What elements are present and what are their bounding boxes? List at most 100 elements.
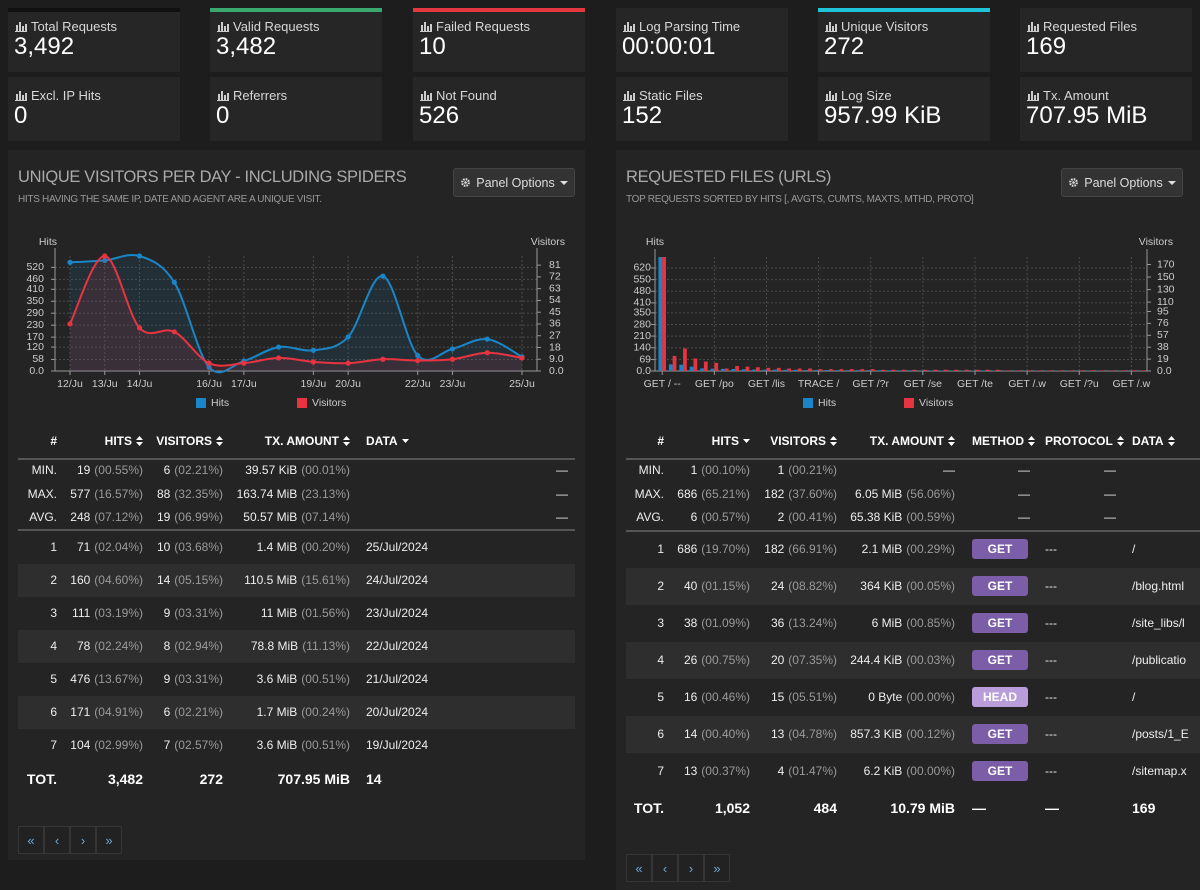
cell-value: 9 xyxy=(163,606,171,620)
pager-button[interactable]: « xyxy=(626,854,652,882)
cell-percent: (00.59%) xyxy=(906,510,955,524)
cell-value: 26 xyxy=(683,653,698,667)
card-accent xyxy=(413,8,585,12)
method-badge: GET xyxy=(972,724,1028,744)
cell-percent: (03.31%) xyxy=(174,606,223,620)
table-cell: /site_libs/l xyxy=(1132,613,1185,633)
cell-text: / xyxy=(1132,542,1136,556)
cell-text: 5 xyxy=(50,672,57,686)
panel-title: REQUESTED FILES (URLS) xyxy=(626,168,832,186)
table-cell: 5 xyxy=(657,687,664,707)
panel-options-button[interactable]: Panel Options xyxy=(1061,168,1183,197)
stat-card: Total Requests 3,492 xyxy=(8,8,180,72)
cell-text: --- xyxy=(1045,653,1057,667)
cell-text: /blog.html xyxy=(1132,579,1185,593)
table-cell: # xyxy=(657,431,664,451)
cell-percent: (03.19%) xyxy=(94,606,143,620)
table-cell: 1.7 MiB (00.24%) xyxy=(257,702,350,722)
cell-percent: (07.14%) xyxy=(301,510,350,524)
table-cell: 3 xyxy=(657,613,664,633)
cell-text: MIN. xyxy=(638,463,664,477)
cell-percent: (00.12%) xyxy=(906,727,955,741)
cell-text: 1,052 xyxy=(714,800,750,816)
cell-value: 6.2 KiB xyxy=(863,764,903,778)
cell-text: — xyxy=(1018,510,1030,524)
card-icon xyxy=(623,91,635,101)
pager-button[interactable]: › xyxy=(70,826,96,854)
sort-arrow xyxy=(401,439,409,443)
row-background xyxy=(626,715,1200,753)
table-cell: /sitemap.x xyxy=(1132,761,1187,781)
card-label-text: Unique Visitors xyxy=(841,19,929,34)
table-cell: 1.4 MiB (00.20%) xyxy=(257,537,350,557)
card-icon xyxy=(420,91,432,101)
table-cell: 6 (00.57%) xyxy=(691,507,750,527)
pager-button[interactable]: › xyxy=(678,854,704,882)
pager-button[interactable]: » xyxy=(704,854,730,882)
cell-value: 2 xyxy=(777,510,785,524)
table-cell: 25/Jul/2024 xyxy=(366,537,428,557)
icon-bar xyxy=(19,22,21,31)
gear xyxy=(461,178,471,187)
card-icon xyxy=(420,22,432,32)
column-header: VISITORS xyxy=(156,434,212,448)
table-cell: 6.05 MiB (56.06%) xyxy=(855,484,955,504)
pager-button[interactable]: ‹ xyxy=(44,826,70,854)
pager-button[interactable]: ‹ xyxy=(652,854,678,882)
cell-text: 25/Jul/2024 xyxy=(366,540,429,554)
table-cell: TX. AMOUNT xyxy=(870,431,955,451)
cell-percent: (04.78%) xyxy=(788,727,837,741)
table-cell: VISITORS xyxy=(770,431,837,451)
table-cell: /posts/1_E xyxy=(1132,724,1189,744)
pager-button[interactable]: » xyxy=(96,826,122,854)
cell-percent: (15.61%) xyxy=(301,573,350,587)
table-cell: 22/Jul/2024 xyxy=(366,636,428,656)
cell-value: 13 xyxy=(683,764,698,778)
sort-icon xyxy=(1028,436,1035,446)
table-cell: 24/Jul/2024 xyxy=(366,570,428,590)
icon-base xyxy=(420,31,432,32)
card-label-text: Static Files xyxy=(639,88,703,103)
cell-percent: (00.29%) xyxy=(906,542,955,556)
table-cell: 50.57 MiB (07.14%) xyxy=(243,507,350,527)
icon-base xyxy=(825,100,837,101)
card-label-text: Not Found xyxy=(436,88,497,103)
card-value: 0 xyxy=(14,102,28,129)
cell-value: 4 xyxy=(777,764,785,778)
cell-value: 6.05 MiB xyxy=(854,487,903,501)
cell-value: 40 xyxy=(683,579,698,593)
table-cell: --- xyxy=(1045,761,1057,781)
icon-bar xyxy=(633,93,635,100)
cell-value: 78 xyxy=(76,639,91,653)
card-label-text: Log Parsing Time xyxy=(639,19,741,34)
panel-subtitle: TOP REQUESTS SORTED BY HITS [, AVGTS, CU… xyxy=(626,194,974,205)
gear-icon xyxy=(461,178,471,187)
gear-hub xyxy=(1072,181,1076,184)
panel-options-button[interactable]: Panel Options xyxy=(453,168,575,197)
cell-percent: (02.94%) xyxy=(174,639,223,653)
stat-card: Log Size 957.99 KiB xyxy=(818,77,990,141)
cell-percent: (13.24%) xyxy=(788,616,837,630)
card-value: 272 xyxy=(824,33,865,60)
table-cell: 6 (02.21%) xyxy=(164,460,223,480)
cell-value: 857.3 KiB xyxy=(850,727,903,741)
icon-bar xyxy=(218,94,220,100)
table-cell: 364 KiB (00.05%) xyxy=(860,576,955,596)
cell-text: 1 xyxy=(50,540,57,554)
method-badge: GET xyxy=(972,761,1028,781)
cell-percent: (32.35%) xyxy=(174,487,223,501)
icon-base xyxy=(1027,100,1039,101)
cell-percent: (00.37%) xyxy=(701,764,750,778)
table-cell: GET xyxy=(972,650,1028,670)
table-cell: 104 (02.99%) xyxy=(70,735,143,755)
table-cell: 1 xyxy=(50,537,57,557)
table-cell: / xyxy=(1132,687,1135,707)
icon-bar xyxy=(430,93,432,100)
table-cell: 163.74 MiB (23.13%) xyxy=(237,484,350,504)
card-value: 00:00:01 xyxy=(622,33,716,60)
table-cell: — xyxy=(1018,460,1030,480)
table-rule xyxy=(18,529,575,531)
pager-button[interactable]: « xyxy=(18,826,44,854)
table-cell: AVG. xyxy=(29,507,57,527)
cell-text: 1 xyxy=(657,542,664,556)
